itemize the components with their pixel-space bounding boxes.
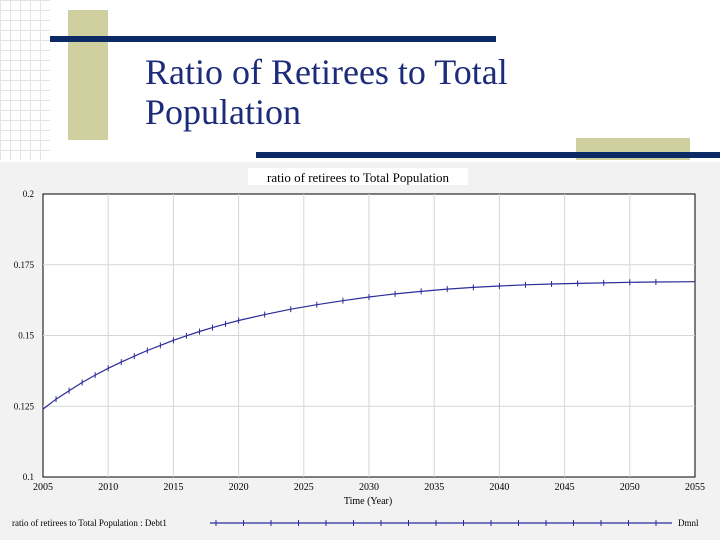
navy-rule-bottom [256,152,720,158]
x-axis-label: Time (Year) [344,496,392,507]
y-tick-label: 0.15 [18,331,34,341]
x-tick-label: 2055 [685,482,705,493]
legend-units: Dmnl [678,518,699,528]
x-tick-label: 2050 [620,482,640,493]
series-markers [55,279,657,403]
y-tick-label: 0.1 [23,472,34,482]
x-tick-label: 2010 [98,482,118,493]
x-tick-label: 2015 [163,482,183,493]
y-tick-label: 0.175 [14,260,35,270]
y-tick-label: 0.125 [14,401,35,411]
background-grid [0,0,50,160]
title-box [248,168,468,185]
chart-panel: ratio of retirees to Total Population 0.… [0,162,720,540]
legend-markers [215,520,657,526]
legend: ratio of retirees to Total Population : … [12,518,699,528]
khaki-block-left [68,10,108,140]
horizontal-gridlines [43,264,695,407]
x-tick-label: 2045 [555,482,575,493]
navy-rule-top [50,36,496,42]
x-tick-label: 2040 [489,482,509,493]
slide-title: Ratio of Retirees to Total Population [145,52,508,132]
y-tick-labels: 0.2 0.175 0.15 0.125 0.1 [14,189,35,482]
y-tick-label: 0.2 [23,189,34,199]
line-chart: ratio of retirees to Total Population 0.… [12,168,705,528]
x-tick-labels: 2005 2010 2015 2020 2025 2030 2035 2040 2045 2050… [33,482,705,493]
legend-label: ratio of retirees to Total Population : … [12,518,167,528]
x-tick-label: 2025 [294,482,314,493]
chart-title: ratio of retirees to Total Population [267,170,449,185]
x-tick-label: 2005 [33,482,53,493]
x-tick-label: 2035 [424,482,444,493]
x-tick-label: 2020 [229,482,249,493]
x-tick-label: 2030 [359,482,379,493]
